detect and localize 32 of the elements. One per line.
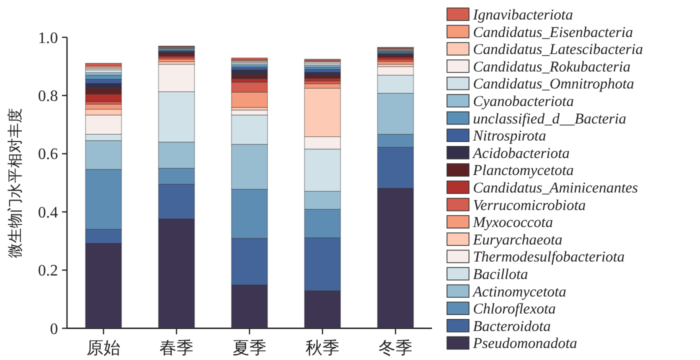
- y-axis-title: 微生物门水平相对丰度: [7, 108, 24, 258]
- legend-label: Candidatus_Eisenbacteria: [473, 24, 633, 41]
- x-tick-label: 夏季: [232, 338, 266, 358]
- y-tick-label: 0.8: [38, 88, 58, 105]
- legend-label: Candidatus_Aminicenantes: [473, 180, 638, 196]
- x-tick-label: 冬季: [378, 338, 412, 358]
- x-tick-label: 春季: [160, 338, 194, 358]
- legend-label: Euryarchaeota: [472, 232, 562, 248]
- legend-label: Cyanobacteriota: [473, 94, 574, 110]
- legend-label: Verrucomicrobiota: [473, 198, 586, 214]
- legend-label: Pseudomonadota: [472, 336, 578, 352]
- y-tick-label: 0.4: [38, 204, 58, 222]
- legend-label: Acidobacteriota: [472, 146, 570, 162]
- legend-label: Actinomycetota: [472, 284, 566, 300]
- legend-label: Bacillota: [473, 267, 528, 283]
- legend-label: Ignavibacteriota: [472, 8, 573, 24]
- y-tick-label: 0: [50, 320, 58, 338]
- legend-label: unclassified_d__Bacteria: [473, 111, 626, 128]
- legend-label: Nitrospirota: [472, 128, 546, 145]
- legend-label: Candidatus_Rokubacteria: [473, 59, 630, 76]
- x-tick-label: 原始: [86, 338, 120, 358]
- y-tick-label: 0.6: [38, 146, 58, 164]
- y-tick-label: 1.0: [38, 30, 58, 47]
- x-tick-label: 秋季: [306, 338, 340, 358]
- legend-label: Bacteroidota: [473, 318, 551, 335]
- y-tick-label: 0.2: [38, 262, 58, 280]
- legend-label: Planctomycetota: [472, 163, 574, 180]
- legend-label: Candidatus_Omnitrophota: [473, 76, 634, 93]
- legend-label: Chloroflexota: [473, 302, 556, 318]
- legend-label: Candidatus_Latescibacteria: [473, 42, 643, 58]
- legend-label: Thermodesulfobacteriota: [473, 250, 625, 266]
- legend-label: Myxococcota: [472, 215, 553, 232]
